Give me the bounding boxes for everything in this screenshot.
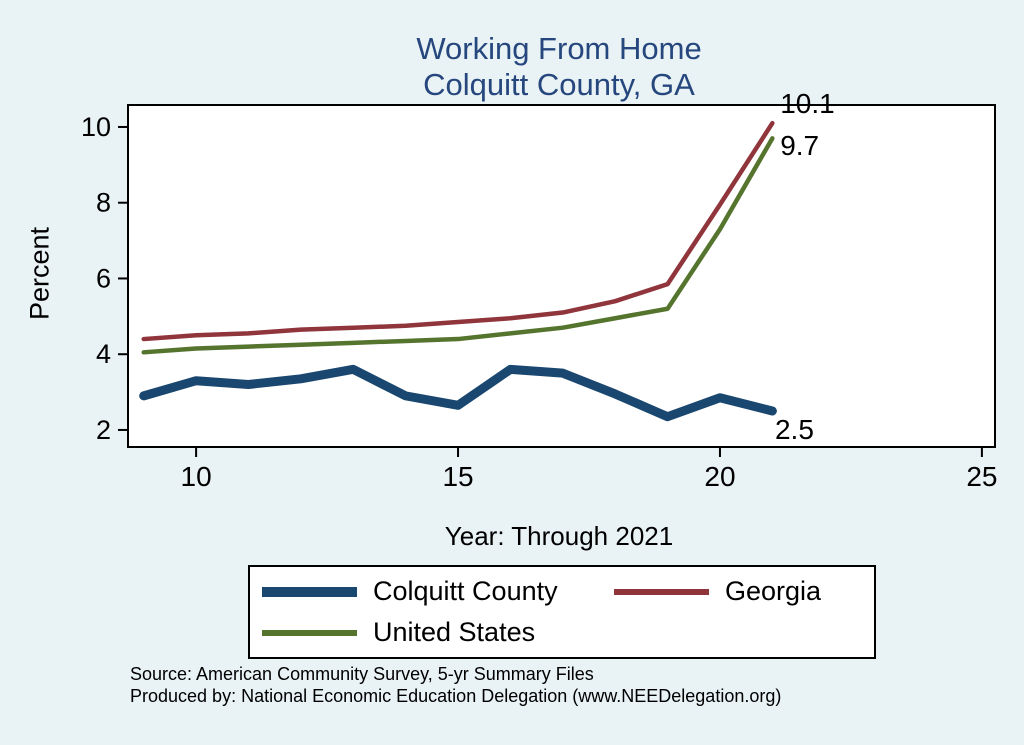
legend-item-colquitt-county: Colquitt County (262, 571, 614, 612)
y-tick-label: 2 (96, 415, 111, 445)
source-line: Source: American Community Survey, 5-yr … (130, 664, 594, 684)
legend-swatch-georgia (614, 588, 709, 595)
x-axis-title: Year: Through 2021 (444, 521, 674, 551)
produced-by-line: Produced by: National Economic Education… (130, 686, 782, 706)
end-label-9-7: 9.7 (780, 130, 819, 161)
legend: Colquitt County Georgia United States (248, 565, 876, 659)
series-line-united-states (141, 136, 775, 355)
y-tick-label: 4 (96, 339, 111, 369)
y-tick-label: 8 (96, 188, 111, 218)
series-line-georgia (141, 120, 775, 342)
legend-swatch-colquitt-county (262, 586, 357, 597)
series-line-colquitt-county (139, 364, 777, 422)
chart-title-line2: Colquitt County, GA (423, 67, 695, 102)
y-tick-label: 10 (81, 112, 111, 142)
end-label-10-1: 10.1 (780, 88, 835, 119)
legend-swatch-united-states (262, 629, 357, 636)
x-tick-label: 20 (704, 461, 735, 492)
x-tick-label: 25 (966, 461, 997, 492)
chart-title: Working From Home Colquitt County, GA (100, 31, 1018, 103)
end-label-2-5: 2.5 (775, 414, 814, 445)
source-note: Source: American Community Survey, 5-yr … (130, 663, 781, 707)
legend-label-colquitt-county: Colquitt County (373, 576, 558, 606)
legend-item-georgia: Georgia (614, 571, 862, 612)
legend-label-united-states: United States (373, 617, 536, 647)
legend-label-georgia: Georgia (725, 576, 822, 606)
legend-item-united-states: United States (262, 612, 614, 653)
chart-title-line1: Working From Home (416, 31, 702, 66)
plot-background (127, 104, 996, 448)
x-tick-label: 15 (442, 461, 473, 492)
y-tick-label: 6 (96, 263, 111, 293)
x-tick-label: 10 (181, 461, 212, 492)
